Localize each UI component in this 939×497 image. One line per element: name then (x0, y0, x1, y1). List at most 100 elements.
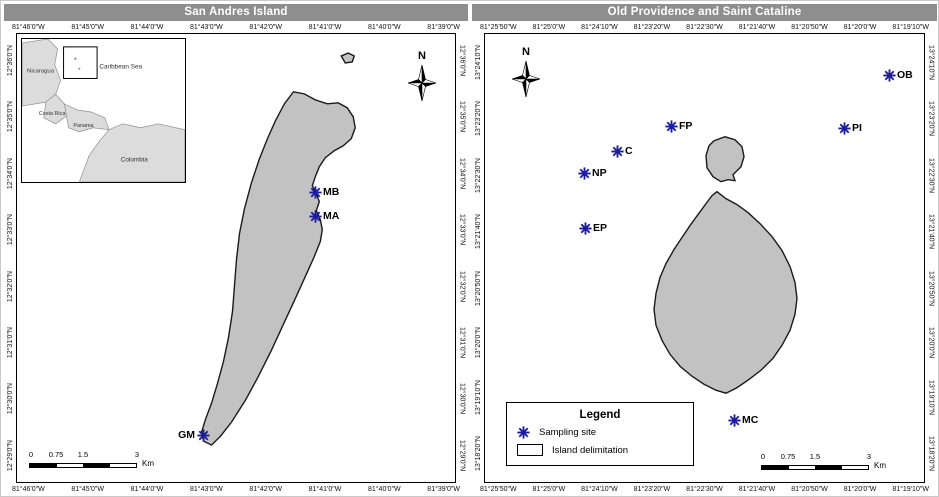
scale-bar-ticks: 0 0.75 1.5 3 (760, 452, 872, 461)
scale-bar-graphic (29, 463, 137, 468)
sampling-site-label: OB (897, 69, 913, 81)
legend-item-island-delimitation: Island delimitation (517, 444, 683, 456)
north-label: N (522, 46, 530, 58)
lon-tick-label: 81°23'20"W (633, 23, 671, 31)
sampling-site-star-icon (578, 221, 592, 235)
lat-tick-label: 12°29'0"N (458, 439, 466, 471)
old-providence-island-shape (653, 190, 798, 394)
lat-tick-label: 13°23'20"N (927, 101, 935, 137)
sampling-site-label: NP (592, 167, 607, 179)
sampling-site-star-icon (837, 121, 851, 135)
inset-land-colombia (78, 123, 185, 182)
lon-tick-label: 81°21'40"W (738, 23, 776, 31)
sampling-site-label: EP (593, 222, 608, 234)
lat-tick-label: 12°29'0"N (6, 439, 14, 471)
lon-tick-label: 81°40'0"W (367, 485, 401, 493)
sampling-site-star-icon (727, 413, 741, 427)
inset-study-area-box (63, 46, 98, 79)
scale-unit-label: Km (874, 461, 886, 470)
lon-tick-label: 81°42'0"W (249, 23, 283, 31)
lon-axis-bottom-old-providence: 81°25'50"W 81°25'0"W 81°24'10"W 81°23'20"W 8… (472, 483, 937, 495)
lon-tick-label: 81°46'0"W (12, 23, 45, 31)
lon-tick-label: 81°39'0"W (427, 23, 460, 31)
sampling-sites-layer-san-andres: MB MA GM (17, 34, 455, 482)
scale-tick-label: 3 (134, 450, 140, 459)
lat-tick-label: 13°18'20"N (927, 435, 935, 471)
lon-tick-label: 81°19'10"W (892, 23, 929, 31)
lat-tick-label: 13°23'20"N (474, 101, 482, 137)
san-andres-island-layer (200, 52, 356, 446)
lat-tick-label: 12°32'0"N (6, 270, 14, 302)
lon-tick-label: 81°23'20"W (633, 485, 671, 493)
scale-unit-label: Km (142, 459, 154, 468)
legend: Legend Sampling site Island delimitation (506, 402, 694, 466)
lon-tick-label: 81°45'0"W (71, 485, 105, 493)
lon-tick-label: 81°46'0"W (12, 485, 45, 493)
small-cay-shape (340, 52, 356, 64)
lon-tick-label: 81°25'0"W (532, 23, 566, 31)
lat-tick-label: 13°21'40"N (474, 214, 482, 250)
sampling-site-label: C (625, 145, 633, 157)
lon-tick-label: 81°45'0"W (71, 23, 105, 31)
lon-axis-bottom-san-andres: 81°46'0"W 81°45'0"W 81°44'0"W 81°43'0"W 81°4… (4, 483, 468, 495)
panel-title-san-andres: San Andres Island (4, 4, 468, 21)
lat-tick-label: 13°19'10"N (474, 379, 482, 415)
inset-country-label-nicaragua: Nicaragua (27, 69, 55, 75)
legend-label-island-delimitation: Island delimitation (552, 444, 629, 456)
lon-tick-label: 81°43'0"W (189, 485, 223, 493)
lat-tick-label: 13°22'30"N (927, 157, 935, 193)
lat-tick-label: 13°19'10"N (927, 379, 935, 415)
panel-title-old-providence: Old Providence and Saint Cataline (472, 4, 937, 21)
lat-axis-right-san-andres: 12°36'0"N 12°35'0"N 12°34'0"N 12°33'0"N 12°3… (456, 33, 468, 483)
lat-tick-label: 12°31'0"N (458, 327, 466, 359)
scale-tick-label: 3 (866, 452, 872, 461)
lon-tick-label: 81°24'10"W (581, 23, 618, 31)
lat-tick-label: 13°24'10"N (927, 45, 935, 81)
old-providence-island-layer (653, 136, 798, 394)
lat-tick-label: 13°20'0"N (474, 327, 482, 359)
inset-land-nicaragua (22, 39, 61, 107)
sampling-site-star-icon (882, 68, 896, 82)
scale-tick-label: 0 (28, 450, 34, 459)
inset-country-label-panama: Panama (73, 123, 93, 129)
scale-tick-label: 0 (760, 452, 766, 461)
inset-sea-label: Caribbean Sea (99, 64, 142, 71)
scale-tick-label: 1.5 (77, 450, 89, 459)
north-label: N (418, 50, 426, 62)
lon-tick-label: 81°41'0"W (308, 23, 342, 31)
lat-tick-label: 13°21'40"N (927, 214, 935, 250)
sampling-site-label: PI (852, 122, 862, 134)
sampling-site-star-icon (308, 209, 322, 223)
inset-island-dot (78, 67, 81, 70)
lat-tick-label: 13°20'50"N (927, 270, 935, 306)
saint-cataline-island-shape (705, 136, 745, 183)
lat-tick-label: 12°34'0"N (6, 157, 14, 189)
lat-tick-label: 12°30'0"N (6, 383, 14, 415)
sampling-sites-layer-old-providence: OB FP PI C NP EP MC (485, 34, 924, 482)
map-canvas-san-andres: Caribbean Sea Nicaragua Costa Rica Panam… (16, 33, 456, 483)
lat-tick-label: 12°31'0"N (6, 327, 14, 359)
sampling-site-label: GM (178, 429, 195, 441)
sampling-site-star-icon (517, 426, 530, 439)
lat-axis-right-old-providence: 13°24'10"N 13°23'20"N 13°22'30"N 13°21'40"N… (925, 33, 937, 483)
north-arrow-icon: N (407, 50, 437, 102)
lon-tick-label: 81°21'40"W (738, 485, 776, 493)
scale-bar-graphic (761, 465, 869, 470)
lat-tick-label: 12°32'0"N (458, 270, 466, 302)
panel-san-andres: San Andres Island 81°46'0"W 81°45'0"W 81°4… (4, 4, 468, 495)
lat-tick-label: 13°18'20"N (474, 435, 482, 471)
north-arrow: N (405, 46, 439, 106)
north-arrow-icon: N (511, 46, 541, 98)
lon-tick-label: 81°22'30"W (686, 485, 723, 493)
lon-tick-label: 81°20'0"W (843, 23, 877, 31)
lon-tick-label: 81°25'50"W (480, 23, 517, 31)
scale-tick-label: 0.75 (780, 452, 796, 461)
inset-overview-map: Caribbean Sea Nicaragua Costa Rica Panam… (21, 38, 186, 183)
sampling-site-star-icon (577, 166, 591, 180)
lon-tick-label: 81°25'50"W (480, 485, 517, 493)
sampling-site-label: FP (679, 120, 693, 132)
sampling-site-star-icon (308, 185, 322, 199)
lat-tick-label: 13°22'30"N (474, 157, 482, 193)
lon-tick-label: 81°25'0"W (532, 485, 566, 493)
